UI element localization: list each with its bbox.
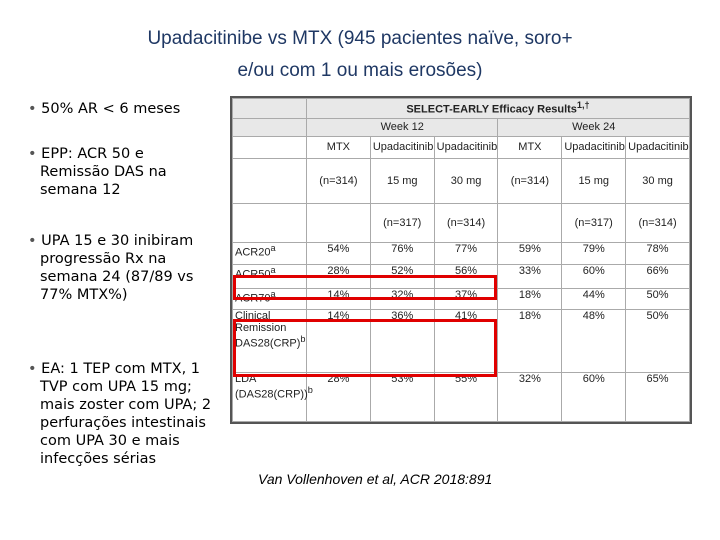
value-cell: 18% [497, 287, 563, 311]
value-cell: 76% [369, 242, 435, 265]
dose-header: 15 mg [369, 157, 435, 205]
value-cell: 65% [625, 372, 690, 422]
n-cell [497, 203, 563, 244]
cell [232, 157, 307, 205]
data-row: LDA (DAS28(CRP))b 28% 53% 55% 32% 60% 65% [232, 372, 690, 422]
value-cell: 66% [625, 263, 690, 289]
row-label: ACR20a [232, 242, 307, 265]
caption-text: SELECT-EARLY Efficacy Results [406, 104, 577, 117]
cell [232, 117, 307, 137]
row-label-text: LDA (DAS28(CRP)) [235, 373, 308, 401]
value-cell: 44% [561, 287, 627, 311]
row-label-sup: a [270, 264, 276, 275]
n-cell: (n=314) [625, 203, 690, 244]
value-cell: 79% [561, 242, 627, 265]
n-cell: (n=314) [433, 203, 499, 244]
value-cell: 60% [561, 263, 627, 289]
cell [232, 98, 307, 119]
results-table: SELECT-EARLY Efficacy Results1,† Week 12 W… [230, 96, 692, 424]
value-cell: 50% [625, 287, 690, 311]
bullet: 50% AR < 6 meses [28, 100, 212, 118]
citation: Van Vollenhoven et al, ACR 2018:891 [258, 471, 493, 487]
highlight-box [233, 275, 497, 300]
row-label-sup: a [270, 243, 276, 254]
bullet: EA: 1 TEP com MTX, 1 TVP com UPA 15 mg; … [28, 360, 212, 468]
value-cell: 55% [433, 372, 499, 422]
value-cell: 60% [561, 372, 627, 422]
cell [232, 135, 307, 159]
dose-header: 30 mg [625, 157, 690, 205]
row-label: LDA (DAS28(CRP))b [232, 372, 313, 422]
row-label-sup: b [307, 385, 313, 396]
title-line: Upadacitinibe vs MTX (945 pacientes naïv… [147, 28, 573, 49]
drug-header: Upadacitinib [625, 135, 690, 159]
dose-header: 15 mg [561, 157, 627, 205]
drug-header: Upadacitinib [433, 135, 499, 159]
value-cell: 78% [625, 242, 690, 265]
value-cell: 48% [561, 309, 627, 374]
group-row: Week 12 Week 24 [232, 117, 690, 137]
caption-sup: 1,† [576, 100, 590, 111]
title-line: e/ou com 1 ou mais erosões) [237, 60, 483, 81]
value-cell: 53% [369, 372, 435, 422]
value-cell: 59% [497, 242, 563, 265]
drug-header: Upadacitinib [369, 135, 435, 159]
row-label-sup: b [300, 334, 306, 345]
dose-header: (n=314) [306, 157, 371, 205]
drug-header: Upadacitinib [561, 135, 627, 159]
value-cell: 18% [497, 309, 563, 374]
dose-row: (n=314) 15 mg 30 mg (n=314) 15 mg 30 mg [232, 157, 690, 205]
value-cell: 33% [497, 263, 563, 289]
value-cell: 32% [497, 372, 563, 422]
bullet: UPA 15 e 30 inibiram progressão Rx na se… [28, 232, 212, 304]
n-row: (n=317) (n=314) (n=317) (n=314) [232, 203, 690, 244]
group-header: Week 24 [497, 117, 690, 137]
cell [232, 203, 307, 244]
value-cell: 77% [433, 242, 499, 265]
value-cell: 28% [306, 372, 371, 422]
value-cell: 54% [306, 242, 371, 265]
drug-row: MTX Upadacitinib Upadacitinib MTX Upadacitin… [232, 135, 690, 159]
n-cell [306, 203, 371, 244]
row-label-text: ACR20 [235, 246, 271, 259]
table: SELECT-EARLY Efficacy Results1,† Week 12 W… [232, 98, 690, 422]
caption-row: SELECT-EARLY Efficacy Results1,† [232, 98, 690, 119]
data-row: ACR20a 54% 76% 77% 59% 79% 78% [232, 242, 690, 265]
value-cell: 50% [625, 309, 690, 374]
drug-header: MTX [497, 135, 563, 159]
group-header: Week 12 [305, 117, 499, 137]
dose-header: 30 mg [433, 157, 499, 205]
n-cell: (n=317) [369, 203, 435, 244]
dose-header: (n=314) [497, 157, 563, 205]
drug-header: MTX [306, 135, 371, 159]
caption: SELECT-EARLY Efficacy Results1,† [306, 98, 690, 119]
highlight-box [233, 319, 497, 377]
bullet: EPP: ACR 50 e Remissão DAS na semana 12 [28, 145, 212, 199]
row-label-sup: a [270, 288, 276, 299]
n-cell: (n=317) [561, 203, 627, 244]
